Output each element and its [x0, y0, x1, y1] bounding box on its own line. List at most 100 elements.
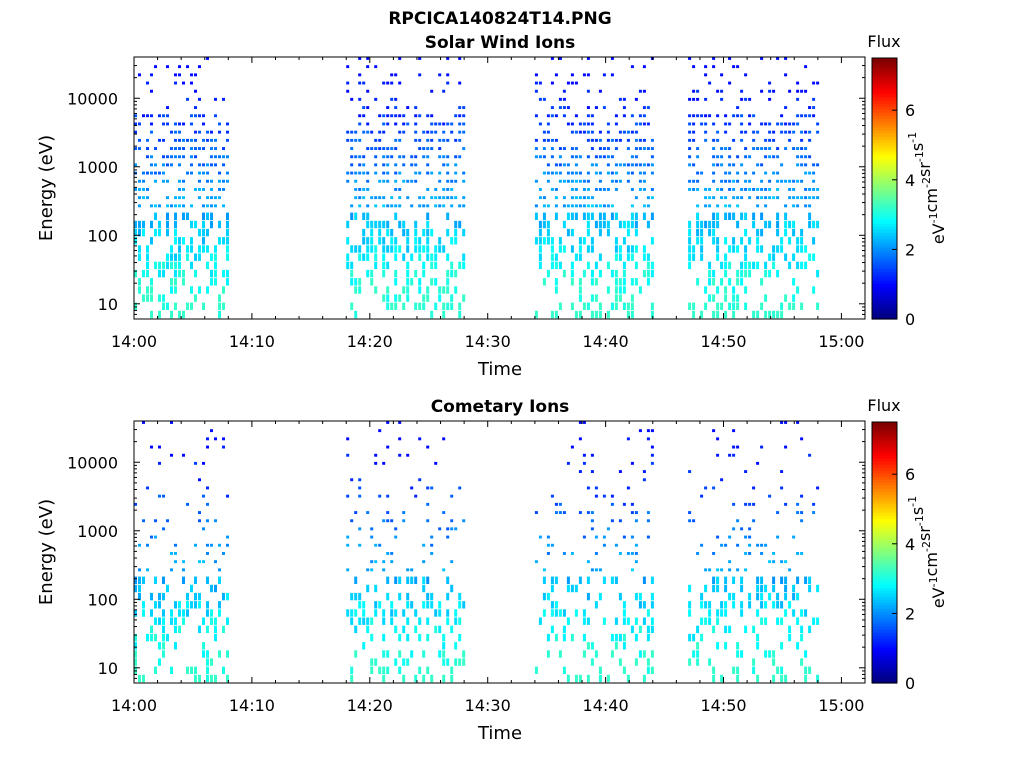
spectrogram-cell — [696, 188, 700, 191]
spectrogram-cell — [784, 253, 788, 261]
spectrogram-cell — [602, 212, 606, 220]
spectrogram-cell — [386, 179, 390, 183]
spectrogram-cell — [582, 237, 586, 245]
colorbar-segment — [872, 181, 897, 185]
spectrogram-cell — [700, 310, 704, 319]
spectrogram-cell — [586, 245, 590, 253]
spectrogram-cell — [634, 552, 638, 555]
spectrogram-cell — [622, 237, 626, 245]
spectrogram-cell — [622, 666, 626, 674]
spectrogram-cell — [688, 147, 692, 150]
spectrogram-cell — [772, 245, 776, 253]
spectrogram-cell — [708, 609, 712, 617]
spectrogram-cell — [792, 228, 796, 237]
spectrogram-cell — [210, 674, 213, 683]
spectrogram-cell — [354, 609, 358, 617]
spectrogram-cell — [744, 212, 748, 220]
spectrogram-cell — [206, 519, 209, 523]
spectrogram-cell — [362, 171, 366, 175]
spectrogram-cell — [756, 188, 760, 191]
spectrogram-cell — [724, 122, 728, 126]
spectrogram-cell — [574, 196, 578, 200]
spectrogram-cell — [638, 286, 642, 294]
spectrogram-cell — [740, 269, 744, 278]
spectrogram-cell — [586, 114, 590, 118]
spectrogram-cell — [534, 179, 538, 183]
spectrogram-cell — [598, 155, 602, 159]
spectrogram-cell — [434, 609, 438, 617]
spectrogram-cell — [438, 609, 442, 617]
spectrogram-cell — [458, 57, 462, 60]
spectrogram-cell — [162, 494, 165, 498]
spectrogram-cell — [724, 269, 728, 278]
spectrogram-cell — [622, 261, 626, 270]
spectrogram-cell — [138, 147, 141, 150]
spectrogram-cell — [720, 163, 724, 167]
spectrogram-cell — [598, 147, 602, 150]
spectrogram-cell — [210, 253, 213, 261]
spectrogram-cell — [792, 535, 796, 539]
spectrogram-cell — [410, 568, 414, 572]
spectrogram-cell — [170, 245, 173, 253]
spectrogram-cell — [358, 138, 362, 142]
spectrogram-cell — [398, 421, 402, 424]
spectrogram-cell — [398, 633, 402, 642]
spectrogram-cell — [138, 253, 141, 261]
spectrogram-cell — [182, 560, 185, 564]
spectrogram-cell — [198, 519, 201, 523]
spectrogram-cell — [688, 470, 692, 473]
spectrogram-cell — [692, 97, 696, 101]
spectrogram-cell — [724, 625, 728, 634]
spectrogram-cell — [756, 543, 760, 547]
spectrogram-cell — [732, 245, 736, 253]
spectrogram-cell — [402, 253, 406, 261]
spectrogram-cell — [138, 196, 141, 200]
spectrogram-cell — [614, 642, 618, 650]
spectrogram-cell — [642, 171, 646, 175]
spectrogram-cell — [728, 212, 732, 220]
x-tick-label: 14:00 — [111, 332, 157, 351]
spectrogram-cell — [346, 220, 350, 229]
spectrogram-cell — [784, 609, 788, 617]
spectrogram-cell — [562, 511, 566, 514]
spectrogram-cell — [426, 130, 430, 134]
spectrogram-cell — [218, 302, 221, 310]
spectrogram-cell — [816, 220, 820, 229]
spectrogram-cell — [570, 445, 574, 449]
spectrogram-cell — [704, 601, 708, 609]
spectrogram-cell — [804, 245, 808, 253]
spectrogram-cell — [146, 269, 149, 278]
spectrogram-cell — [198, 228, 201, 237]
spectrogram-cell — [150, 286, 153, 294]
spectrogram-cell — [578, 130, 582, 134]
spectrogram-cell — [178, 122, 181, 126]
spectrogram-cell — [438, 601, 442, 609]
colorbar-segment — [872, 247, 897, 251]
spectrogram-cell — [550, 57, 554, 60]
spectrogram-cell — [610, 138, 614, 142]
spectrogram-cell — [182, 155, 185, 159]
spectrogram-cell — [772, 601, 776, 609]
spectrogram-cell — [688, 138, 692, 142]
spectrogram-cell — [458, 617, 462, 625]
spectrogram-cell — [650, 617, 654, 625]
spectrogram-cell — [598, 89, 602, 93]
spectrogram-cell — [700, 633, 704, 642]
spectrogram-cell — [752, 519, 756, 523]
spectrogram-cell — [736, 278, 740, 286]
spectrogram-cell — [744, 155, 748, 159]
spectrogram-cell — [554, 633, 558, 642]
spectrogram-cell — [724, 543, 728, 547]
spectrogram-cell — [350, 278, 354, 286]
spectrogram-cell — [374, 461, 378, 465]
spectrogram-cell — [402, 114, 406, 118]
y-tick-label: 1000 — [77, 522, 118, 541]
spectrogram-cell — [346, 237, 350, 245]
spectrogram-cell — [622, 106, 626, 109]
spectrogram-cell — [760, 302, 764, 310]
spectrogram-cell — [378, 196, 382, 200]
spectrogram-cell — [154, 666, 157, 674]
spectrogram-cell — [386, 122, 390, 126]
colorbar-segment — [872, 554, 897, 558]
spectrogram-cell — [358, 486, 362, 490]
